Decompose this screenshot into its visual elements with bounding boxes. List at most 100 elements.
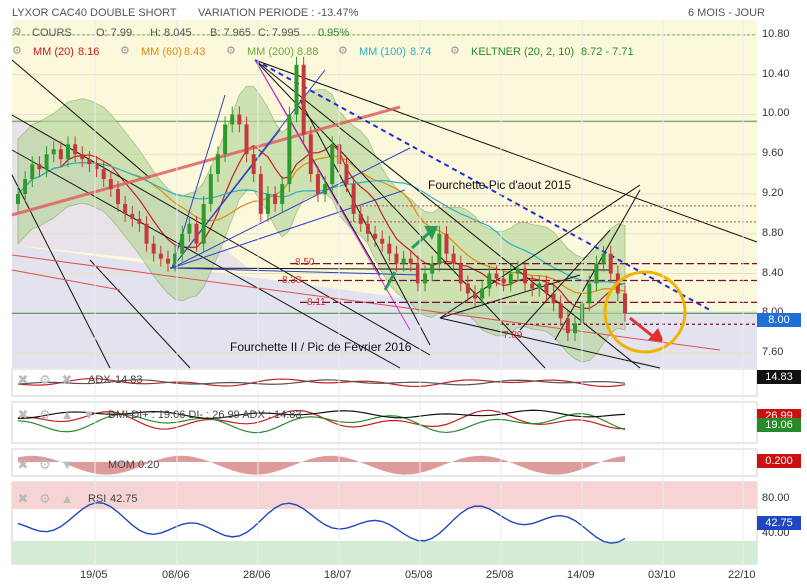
settings-icon[interactable]: ⚙ bbox=[39, 407, 51, 422]
candle-body bbox=[480, 288, 485, 299]
candle-body bbox=[530, 283, 535, 289]
move-up-icon[interactable]: ▲ bbox=[60, 407, 74, 422]
trend-line-13 bbox=[439, 274, 581, 319]
close-icon[interactable]: ✖ bbox=[17, 407, 29, 422]
candle-body bbox=[287, 114, 292, 185]
legend-mm200: MM (200) bbox=[247, 46, 295, 58]
legend-open: O: 7.99 bbox=[96, 27, 133, 39]
candle-body bbox=[608, 253, 613, 274]
x-tick-label: 03/10 bbox=[648, 569, 676, 581]
candle-body bbox=[280, 184, 285, 204]
candle-body bbox=[73, 144, 78, 155]
level-8-11: 8.11 bbox=[307, 297, 326, 308]
candle-body bbox=[573, 323, 578, 334]
candle-body bbox=[465, 283, 470, 294]
settings-icon[interactable]: ⚙ bbox=[39, 457, 51, 472]
trend-line-0 bbox=[11, 59, 151, 179]
candle-body bbox=[30, 164, 35, 180]
candle-body bbox=[244, 124, 249, 155]
candle-body bbox=[565, 318, 570, 334]
candle-body bbox=[387, 243, 392, 254]
candle-body bbox=[101, 169, 106, 180]
candle-body bbox=[430, 263, 435, 274]
mm100-icon[interactable]: ⚙ bbox=[338, 45, 348, 57]
candle-body bbox=[487, 273, 492, 289]
rsi-oversold-zone bbox=[12, 541, 757, 564]
candle-body bbox=[130, 213, 135, 219]
period-selector[interactable]: 6 MOIS - JOUR bbox=[688, 7, 766, 19]
mom-value: 0.20 bbox=[138, 459, 160, 471]
legend-close: C: 7.995 bbox=[258, 27, 300, 39]
instrument-title: LYXOR CAC40 DOUBLE SHORT bbox=[12, 7, 177, 19]
legend-mm60: MM (60) bbox=[141, 46, 182, 58]
trend-line-8 bbox=[299, 99, 431, 346]
candle-body bbox=[351, 184, 356, 214]
y-tick-label: 9.60 bbox=[762, 147, 784, 160]
y-tick-label: 7.60 bbox=[762, 346, 784, 359]
trend-line-4 bbox=[11, 174, 111, 369]
candle-body bbox=[415, 263, 420, 284]
candle-body bbox=[323, 184, 328, 194]
adx-label: ADX bbox=[88, 374, 111, 386]
candle-body bbox=[423, 273, 428, 284]
candle-body bbox=[251, 154, 256, 175]
settings-icon[interactable]: ⚙ bbox=[12, 26, 22, 38]
blue-dashed-line bbox=[254, 59, 711, 311]
y-tick-label: 8.80 bbox=[762, 226, 784, 239]
candle-body bbox=[258, 174, 263, 214]
legend-keltner-value: 8.72 - 7.71 bbox=[581, 46, 634, 58]
close-icon[interactable]: ✖ bbox=[61, 372, 73, 387]
candle-body bbox=[444, 233, 449, 254]
mm200-icon[interactable]: ⚙ bbox=[226, 45, 236, 57]
mom-label: MOM bbox=[108, 459, 135, 471]
legend-mm60-value: 8.43 bbox=[184, 46, 206, 58]
candle-body bbox=[180, 233, 185, 254]
rsi-overbought-zone bbox=[12, 482, 757, 509]
settings-icon[interactable]: ⚙ bbox=[39, 372, 51, 387]
legend-mm20-value: 8.16 bbox=[78, 46, 100, 58]
keltner-channel bbox=[17, 85, 626, 363]
settings-icon[interactable]: ⚙ bbox=[39, 491, 51, 506]
x-tick-label: 05/08 bbox=[405, 569, 433, 581]
candle-body bbox=[44, 154, 49, 170]
candle-body bbox=[401, 258, 406, 264]
close-icon[interactable]: ✖ bbox=[17, 457, 29, 472]
candle-body bbox=[451, 253, 456, 264]
candle-body bbox=[523, 268, 528, 284]
adx-value: 14.83 bbox=[115, 374, 143, 386]
x-tick-label: 25/08 bbox=[486, 569, 514, 581]
y-tick-label: 10.80 bbox=[762, 27, 790, 40]
keltner-icon[interactable]: ⚙ bbox=[450, 45, 460, 57]
magenta-line bbox=[254, 59, 411, 331]
candle-body bbox=[223, 124, 228, 155]
close-icon[interactable]: ✖ bbox=[17, 491, 29, 506]
candle-body bbox=[501, 278, 506, 284]
candle-body bbox=[587, 283, 592, 304]
trend-line-10 bbox=[439, 317, 661, 369]
candle-body bbox=[201, 203, 206, 244]
last-price-tag: 8.00 bbox=[757, 313, 801, 327]
dmi-plus-tag: 19.06 bbox=[757, 418, 801, 432]
move-up-icon[interactable]: ▲ bbox=[60, 491, 74, 506]
blue-fan-flat bbox=[171, 267, 421, 276]
candle-body bbox=[537, 283, 542, 289]
candle-body bbox=[23, 179, 28, 194]
trend-line-15 bbox=[169, 267, 611, 271]
mm20-icon[interactable]: ⚙ bbox=[12, 45, 22, 57]
y-tick-label: 9.20 bbox=[762, 187, 784, 199]
candle-body bbox=[151, 243, 156, 254]
candle-body bbox=[380, 238, 385, 244]
move-down-icon[interactable]: ▼ bbox=[60, 457, 74, 472]
level-8-50: 8.50 bbox=[295, 257, 315, 268]
legend-mm200-value: 8.88 bbox=[297, 46, 319, 58]
close-icon[interactable]: ✖ bbox=[17, 372, 29, 387]
move-down-icon[interactable]: ▼ bbox=[82, 407, 96, 422]
trend-line-7 bbox=[254, 59, 641, 369]
candle-body bbox=[94, 164, 99, 170]
candle-body bbox=[508, 273, 513, 284]
mm60-icon[interactable]: ⚙ bbox=[120, 45, 130, 57]
candle-body bbox=[144, 223, 149, 244]
highlight-circle bbox=[603, 270, 687, 354]
red-trend-line-2 bbox=[11, 269, 121, 291]
